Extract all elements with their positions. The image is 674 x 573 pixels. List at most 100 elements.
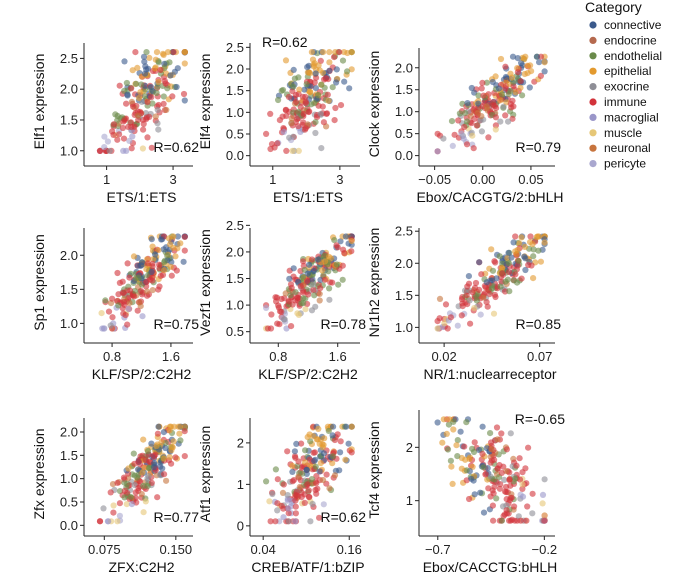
data-point [326,59,333,66]
data-point [485,485,492,492]
data-point [483,445,490,452]
data-point [502,483,510,491]
data-point [106,147,113,154]
data-point [476,259,483,266]
data-point [138,81,145,88]
data-point [306,70,314,77]
data-point [129,67,136,74]
data-point [319,476,327,484]
y-tick-label: 2.5 [60,51,78,66]
data-point [168,460,175,467]
data-point [315,91,322,99]
data-point [469,289,476,296]
data-point [119,278,126,285]
data-point [468,84,475,92]
data-point [149,263,156,270]
legend-item-connective: connective [589,18,662,32]
data-point [329,84,336,91]
data-point [137,287,144,295]
data-point [116,512,123,519]
data-point [463,419,470,426]
data-point [506,497,513,504]
data-point [331,237,338,244]
data-point [112,111,119,118]
data-point [141,70,149,77]
data-point [148,440,155,447]
data-point [518,275,525,282]
data-point [337,102,345,109]
x-tick-label: 1.6 [329,349,347,364]
data-point [333,242,340,249]
data-point [288,284,295,291]
data-point [267,325,275,332]
y-axis-title: Clock expression [366,51,382,158]
legend-item-epithelial: epithelial [589,64,651,78]
data-point [471,115,478,122]
data-point [312,85,319,92]
data-point [311,292,318,299]
data-point [285,518,292,525]
data-point [181,247,188,254]
data-point [288,115,295,122]
data-point [297,104,304,111]
y-axis-title: Elf4 expression [197,54,213,150]
data-point [514,262,521,269]
data-point [160,429,167,436]
data-point [463,141,471,148]
data-point [479,423,486,430]
panel-7-points [96,423,188,525]
data-point [345,440,352,447]
data-point [339,57,347,64]
data-point [482,471,489,478]
data-point [181,97,188,104]
data-point [514,55,521,62]
y-tick-label: 1.0 [226,298,244,313]
data-point [152,251,159,258]
y-axis-title: Nr1h2 expression [366,228,382,338]
x-tick-label: 0.075 [88,542,121,557]
data-point [98,310,105,317]
data-point [301,499,308,506]
data-point [533,53,541,60]
data-point [148,236,155,243]
data-point [124,91,131,98]
data-point [136,299,143,306]
data-point [146,465,153,472]
data-point [505,260,512,267]
data-point [303,467,310,474]
data-point [294,310,301,317]
data-point [292,510,299,517]
data-point [339,276,346,283]
data-point [293,440,300,447]
data-point [492,73,499,80]
data-point [494,436,501,443]
data-point [129,133,136,140]
data-point [146,54,153,62]
data-point [272,466,279,473]
data-point [491,102,498,110]
data-point [154,494,161,501]
data-point [337,449,344,456]
data-point [464,283,471,290]
legend-swatch [589,83,597,91]
data-point [464,100,471,107]
data-point [162,80,169,87]
data-point [502,73,510,81]
data-point [154,83,161,90]
data-point [539,491,547,498]
data-point [339,262,346,269]
data-point [290,83,297,90]
data-point [310,267,317,275]
data-point [541,59,548,66]
data-point [280,481,287,488]
data-point [276,117,283,124]
data-point [114,479,121,486]
data-point [348,237,355,245]
data-point [142,63,149,70]
correlation-label: R=0.62 [320,509,366,525]
data-point [181,49,188,56]
y-tick-label: 2.5 [226,218,244,233]
y-tick-label: 2.0 [226,244,244,259]
data-point [167,72,174,79]
